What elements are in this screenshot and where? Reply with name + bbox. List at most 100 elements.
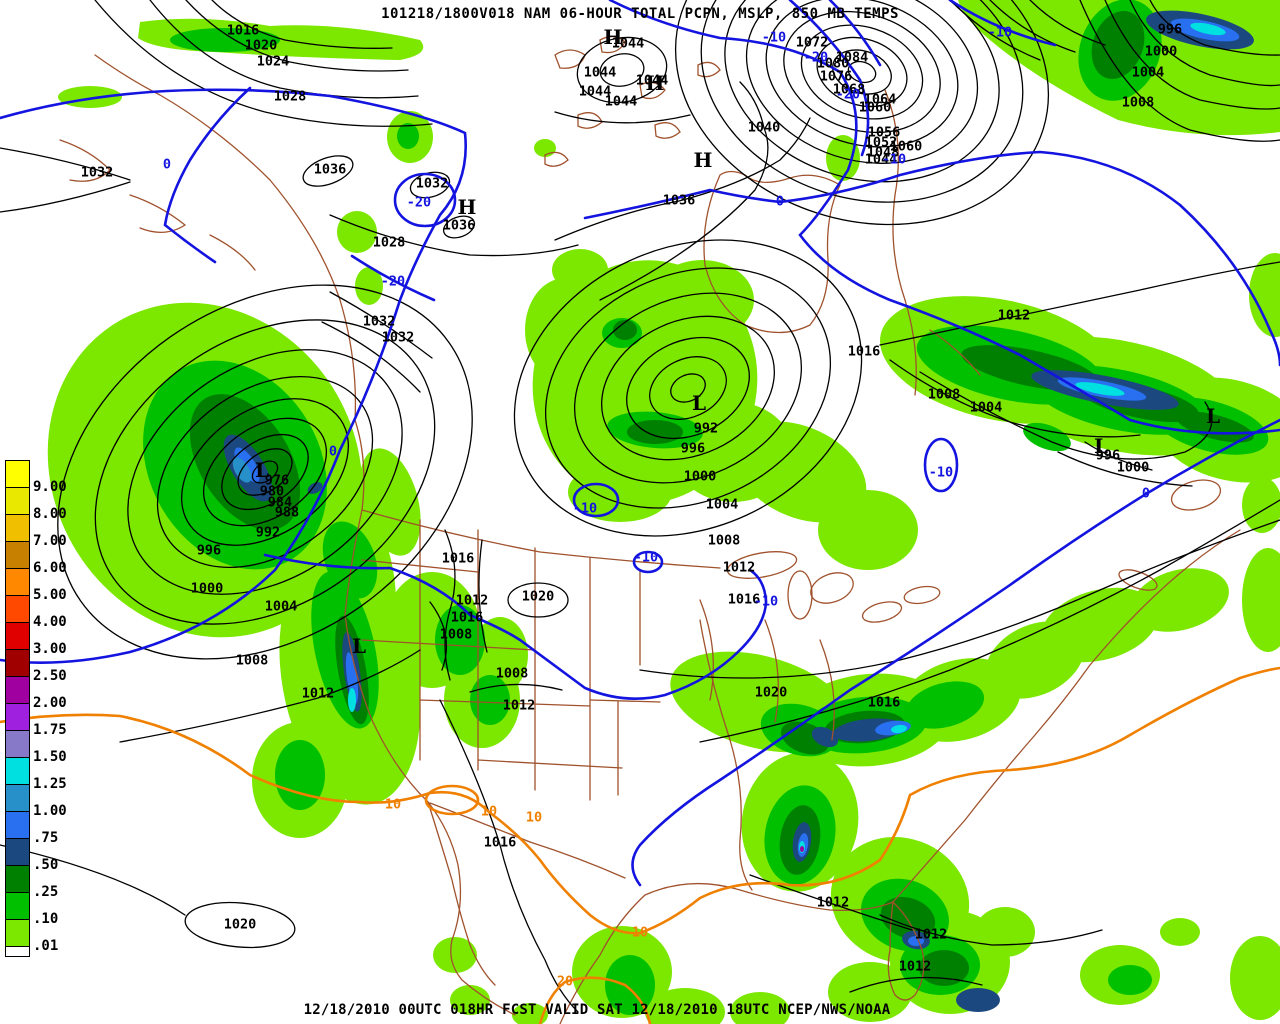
pressure-label: 1032 (80, 164, 114, 181)
legend-color-box (5, 865, 30, 893)
pressure-label: 1032 (362, 313, 396, 330)
pressure-label: 1076 (819, 68, 853, 85)
legend-color-box (5, 703, 30, 731)
pressure-label: 1020 (223, 916, 257, 933)
pressure-label: 1044 (611, 35, 645, 52)
temperature-label: -20 (803, 49, 829, 66)
pressure-label: 1008 (495, 665, 529, 682)
legend-threshold-label: .75 (33, 830, 59, 846)
pressure-label: 1080 (816, 55, 850, 72)
legend-threshold-label: .25 (33, 884, 59, 900)
temperature-label: 0 (775, 193, 785, 210)
temperature-label: 0 (162, 156, 172, 173)
pressure-label: 1044 (864, 151, 898, 168)
legend-threshold-label: 5.00 (33, 587, 67, 603)
low-pressure-marker: L (351, 634, 367, 658)
low-pressure-marker: L (254, 458, 270, 482)
temp-contour-layer-cold (0, 0, 1280, 887)
legend-threshold-label: 1.25 (33, 776, 67, 792)
legend-threshold-label: 2.00 (33, 695, 67, 711)
pressure-label: 1044 (604, 93, 638, 110)
map-footer-caption: 12/18/2010 00UTC 018HR FCST VALID SAT 12… (303, 1002, 891, 1018)
pressure-label: 1028 (372, 234, 406, 251)
pressure-label: 996 (1157, 21, 1183, 38)
legend-color-box (5, 487, 30, 515)
pressure-label: 996 (680, 440, 706, 457)
geography-layer (59, 35, 1241, 1024)
pressure-label: 1012 (502, 697, 536, 714)
low-pressure-marker: L (1205, 404, 1221, 428)
legend-color-box (5, 622, 30, 650)
legend-color-box (5, 514, 30, 542)
temperature-label: -10 (572, 500, 598, 517)
legend-color-box (5, 838, 30, 866)
pressure-label: 1000 (1144, 43, 1178, 60)
temperature-label: 0 (328, 443, 338, 460)
legend-color-box (5, 595, 30, 623)
pressure-label: 1012 (455, 592, 489, 609)
pressure-label: 984 (267, 494, 293, 511)
pressure-label: 1008 (927, 386, 961, 403)
legend-threshold-label: 3.00 (33, 641, 67, 657)
legend-threshold-label: 7.00 (33, 533, 67, 549)
pressure-label: 1004 (1131, 64, 1165, 81)
legend-threshold-label: 9.00 (33, 479, 67, 495)
pressure-label: 1028 (273, 88, 307, 105)
pressure-label: 1016 (867, 694, 901, 711)
pressure-label: 1020 (521, 588, 555, 605)
temperature-label: 10 (384, 796, 402, 813)
pressure-label: 1000 (1116, 459, 1150, 476)
temperature-label: -10 (633, 549, 659, 566)
pressure-label: 1052 (864, 134, 898, 151)
pressure-label: 1016 (847, 343, 881, 360)
temperature-label: -10 (753, 593, 779, 610)
low-pressure-marker: L (1093, 434, 1109, 458)
pressure-label: 1036 (313, 161, 347, 178)
pressure-label: 1044 (578, 83, 612, 100)
legend-color-box (5, 811, 30, 839)
pressure-label: 976 (264, 472, 290, 489)
legend-threshold-label: 8.00 (33, 506, 67, 522)
legend-threshold-label: 4.00 (33, 614, 67, 630)
high-pressure-marker: H (457, 195, 477, 219)
pressure-label: 1000 (683, 468, 717, 485)
pressure-label: 1036 (442, 217, 476, 234)
legend-threshold-label: 6.00 (33, 560, 67, 576)
high-pressure-marker: H (603, 25, 623, 49)
temperature-label: -20 (835, 86, 861, 103)
temperature-label: 10 (480, 803, 498, 820)
pressure-label: 1020 (754, 684, 788, 701)
legend-color-box (5, 784, 30, 812)
pressure-label: 1000 (190, 580, 224, 597)
temperature-label: 10 (631, 924, 649, 941)
legend-color-box (5, 892, 30, 920)
legend-threshold-label: .50 (33, 857, 59, 873)
pressure-label: 980 (259, 483, 285, 500)
pressure-label: 1008 (439, 626, 473, 643)
pressure-label: 1044 (583, 64, 617, 81)
legend-color-box (5, 919, 30, 947)
high-pressure-marker: H (693, 148, 713, 172)
temperature-label: 10 (525, 809, 543, 826)
pressure-label: 1064 (863, 91, 897, 108)
pressure-label: 1016 (441, 550, 475, 567)
pressure-label: 1008 (1121, 94, 1155, 111)
legend-threshold-label: 1.75 (33, 722, 67, 738)
pressure-label: 992 (693, 420, 719, 437)
temperature-label: -10 (761, 29, 787, 46)
pressure-label: 1068 (832, 81, 866, 98)
pressure-label: 1060 (889, 138, 923, 155)
temperature-label: 0 (1141, 485, 1151, 502)
pressure-label: 992 (255, 524, 281, 541)
pressure-label: 1008 (707, 532, 741, 549)
pressure-label: 1008 (235, 652, 269, 669)
pressure-label: 1004 (969, 399, 1003, 416)
pressure-label: 1084 (835, 49, 869, 66)
legend-color-box (5, 568, 30, 596)
legend-color-box (5, 649, 30, 677)
low-pressure-marker: L (691, 391, 707, 415)
pressure-label: 1012 (816, 894, 850, 911)
legend-threshold-label: 1.00 (33, 803, 67, 819)
